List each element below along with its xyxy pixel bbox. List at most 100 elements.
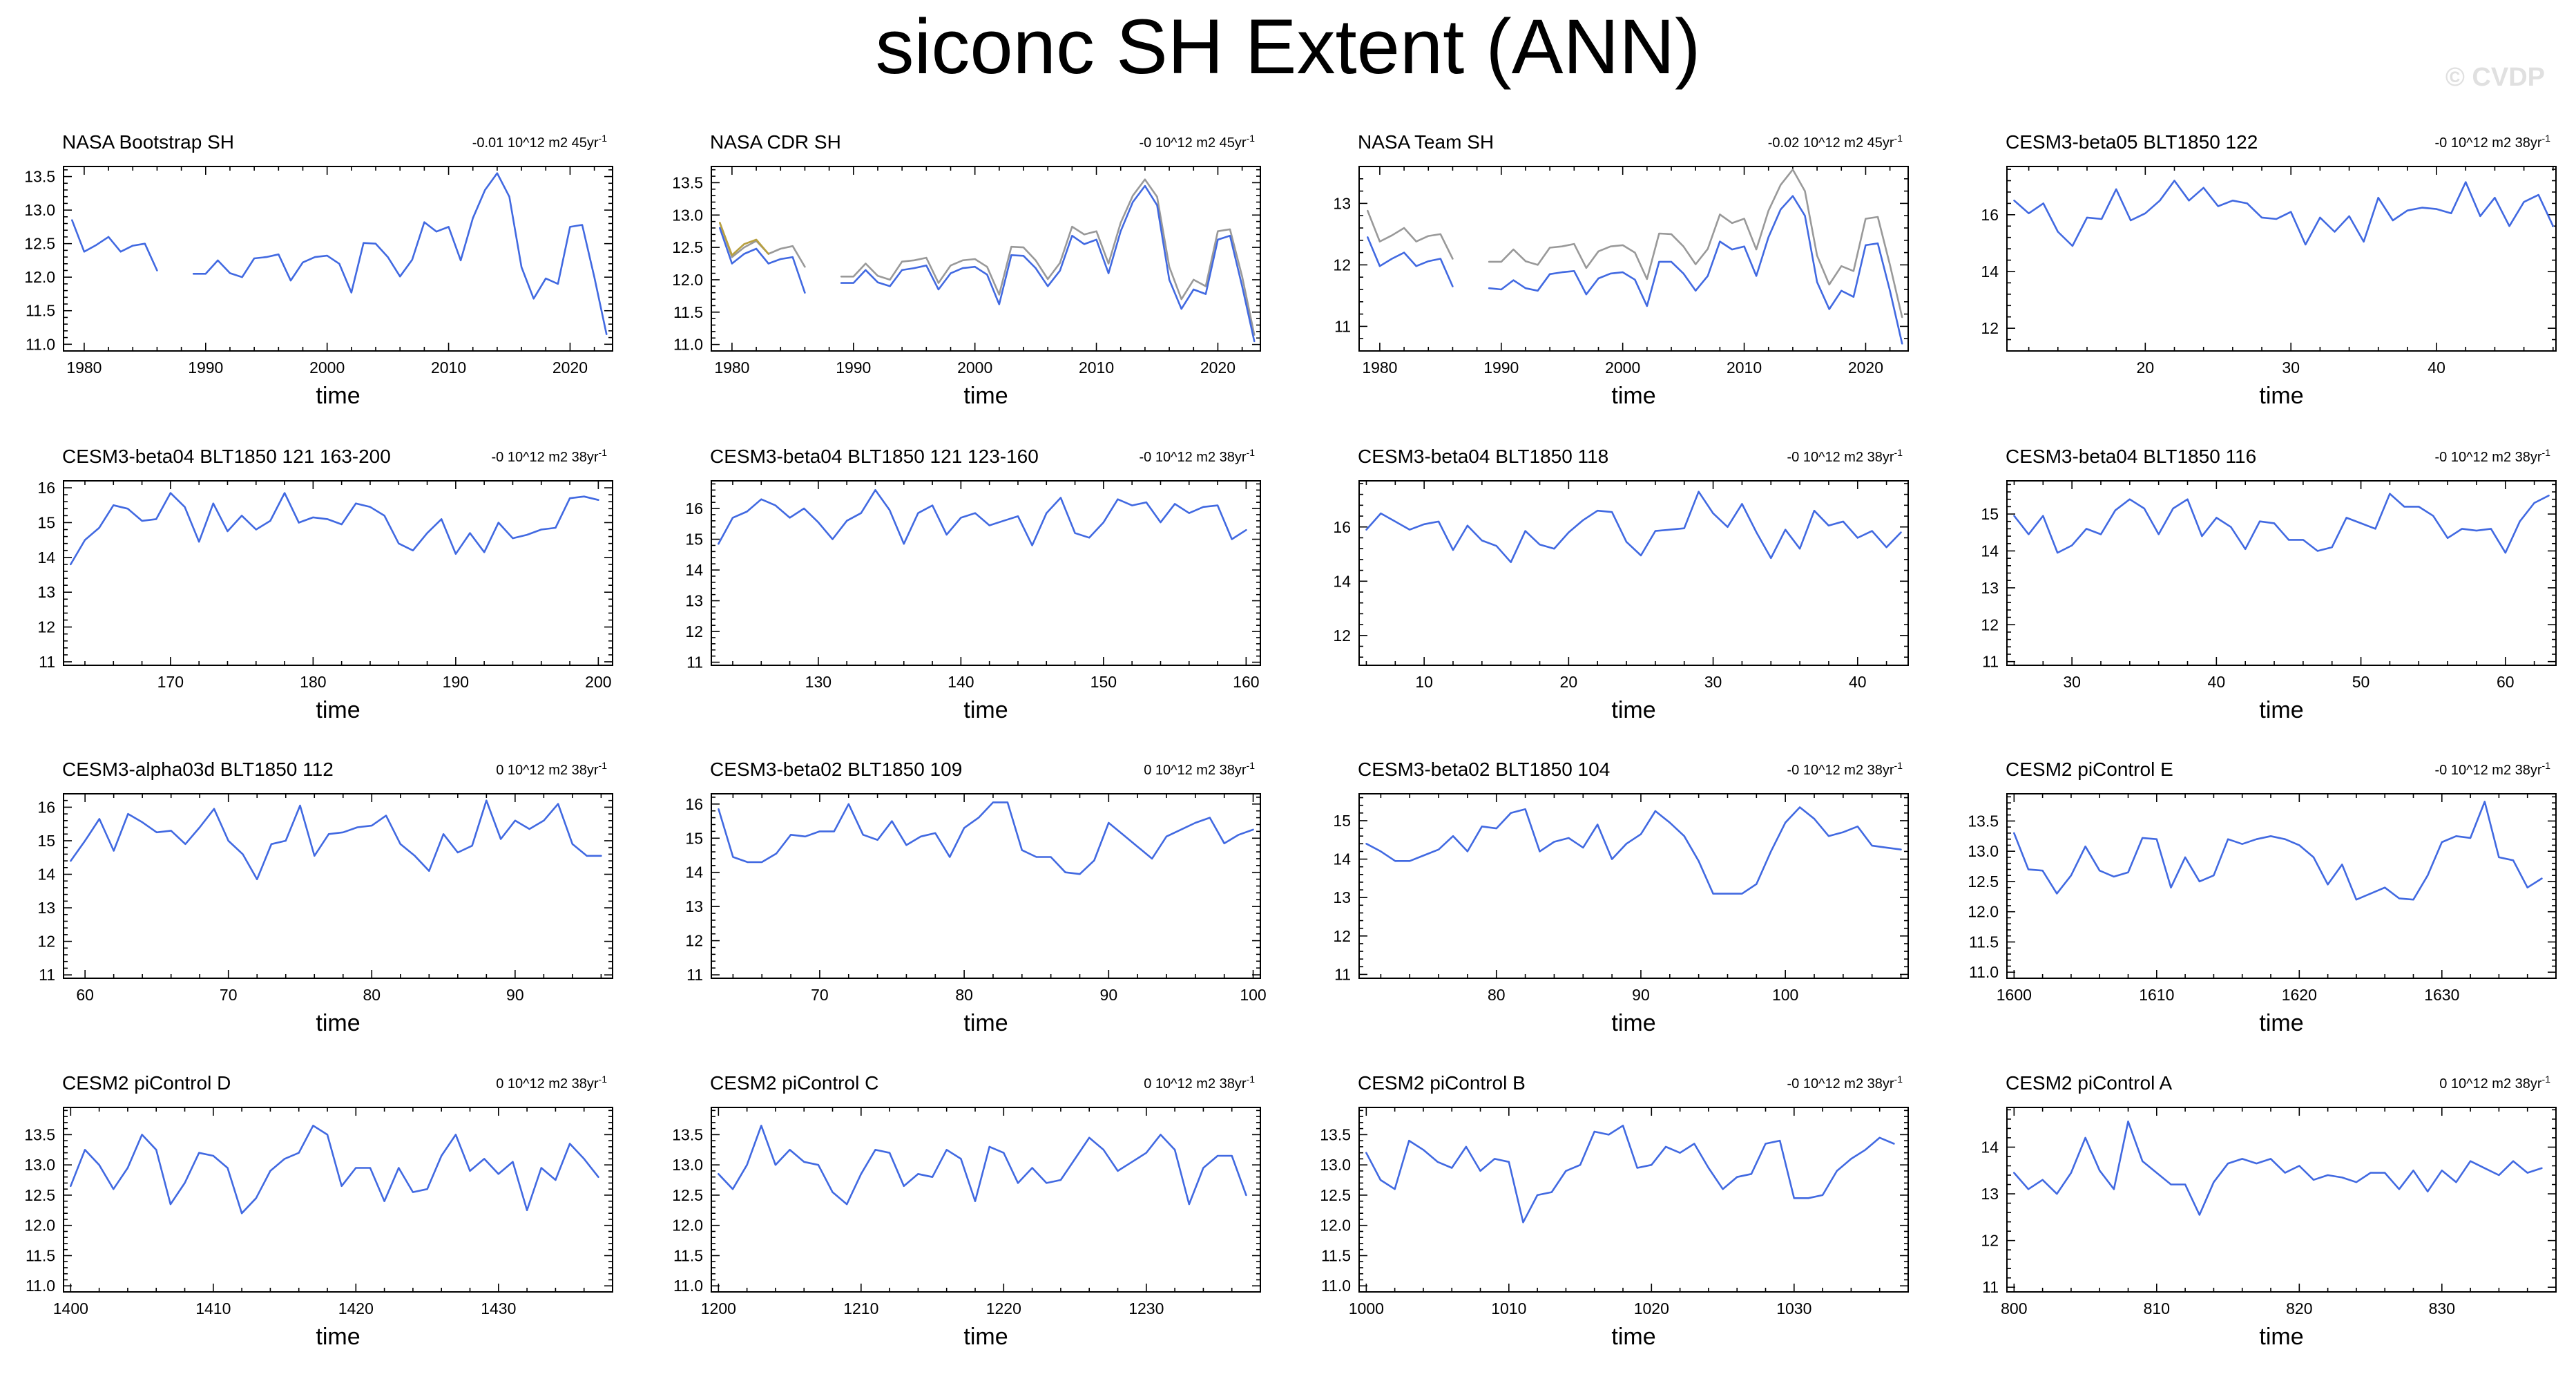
panel-16: CESM2 piControl A 0 10^12 m2 38yr-1 800 810… <box>1981 1072 2557 1350</box>
trend-label: -0 10^12 m2 38yr-1 <box>2435 760 2551 778</box>
plot-frame <box>711 166 1261 352</box>
x-tick-label: 1230 <box>1128 1299 1164 1317</box>
panel-title: NASA Bootstrap SH <box>62 131 234 153</box>
series-line-2 <box>719 222 769 256</box>
x-axis-label: time <box>316 383 360 409</box>
y-tick-label: 14 <box>685 864 703 882</box>
trend-label: -0.01 10^12 m2 45yr-1 <box>472 133 607 151</box>
panel-title: CESM2 piControl C <box>710 1072 878 1094</box>
panel-title: CESM2 piControl E <box>2006 759 2173 780</box>
plot-frame <box>1358 1107 1909 1293</box>
trend-label: 0 10^12 m2 38yr-1 <box>1144 1074 1255 1092</box>
x-axis-label: time <box>1611 1010 1655 1036</box>
x-tick-label: 30 <box>2063 673 2081 691</box>
panel-2: NASA CDR SH -0 10^12 m2 45yr-1 1980 1990 200… <box>672 131 1261 409</box>
panel-grid: NASA Bootstrap SH -0.01 10^12 m2 45yr-1 19… <box>24 131 2557 1350</box>
x-tick-label: 80 <box>955 986 973 1004</box>
series-line-1 <box>1365 491 1902 564</box>
x-tick-label: 1980 <box>66 359 102 377</box>
trend-label: 0 10^12 m2 38yr-1 <box>2439 1074 2550 1092</box>
y-tick-label: 15 <box>685 829 703 847</box>
x-axis-label: time <box>1611 1324 1655 1350</box>
x-tick-label: 1220 <box>986 1299 1021 1317</box>
x-axis-label: time <box>316 1324 360 1350</box>
y-tick-label: 11.0 <box>1969 963 1999 981</box>
panel-title: CESM3-beta04 BLT1850 121 163-200 <box>62 446 391 467</box>
x-tick-label: 1600 <box>1997 986 2032 1004</box>
panel-title: CESM3-beta04 BLT1850 116 <box>2006 446 2256 467</box>
panel-15: CESM2 piControl B -0 10^12 m2 38yr-1 1000 1… <box>1320 1072 1909 1350</box>
x-tick-label: 1980 <box>1362 359 1397 377</box>
y-tick-label: 12.5 <box>672 1186 703 1204</box>
y-tick-label: 11.0 <box>673 336 703 354</box>
x-axis-label: time <box>963 1324 1008 1350</box>
series-line-1 <box>719 178 1256 336</box>
x-tick-label: 830 <box>2429 1299 2455 1317</box>
plot-frame <box>63 480 613 666</box>
x-axis-label: time <box>963 1010 1008 1036</box>
y-tick-label: 14 <box>37 549 55 567</box>
panel-title: CESM2 piControl D <box>62 1072 231 1094</box>
series-line-1 <box>71 172 608 335</box>
x-tick-label: 170 <box>157 673 184 691</box>
x-tick-label: 50 <box>2352 673 2370 691</box>
panel-title: CESM3-alpha03d BLT1850 112 <box>62 759 334 780</box>
y-tick-label: 16 <box>685 795 703 813</box>
panel-title: CESM2 piControl A <box>2006 1072 2173 1094</box>
x-tick-label: 1990 <box>1483 359 1519 377</box>
panel-title: CESM3-beta04 BLT1850 118 <box>1358 446 1608 467</box>
y-tick-label: 13.0 <box>1968 842 1999 860</box>
x-tick-label: 2000 <box>309 359 345 377</box>
plot-frame <box>2006 480 2557 666</box>
panel-1: NASA Bootstrap SH -0.01 10^12 m2 45yr-1 19… <box>24 131 613 409</box>
trend-label: -0.02 10^12 m2 45yr-1 <box>1768 133 1903 151</box>
x-tick-label: 1430 <box>481 1299 516 1317</box>
y-tick-label: 11 <box>39 653 55 671</box>
y-tick-label: 11.0 <box>26 1277 55 1295</box>
y-tick-label: 15 <box>685 531 703 549</box>
x-tick-label: 90 <box>506 986 524 1004</box>
y-tick-label: 12.5 <box>24 235 55 253</box>
x-axis-label: time <box>963 697 1008 723</box>
x-tick-label: 130 <box>805 673 832 691</box>
y-tick-label: 14 <box>37 866 55 884</box>
plot-frame <box>711 480 1261 666</box>
series-line-1 <box>1367 169 1903 318</box>
y-tick-label: 14 <box>1981 263 1999 280</box>
series-line-1 <box>718 489 1247 546</box>
x-tick-label: 1990 <box>188 359 223 377</box>
x-tick-label: 1200 <box>701 1299 736 1317</box>
y-tick-label: 12.0 <box>24 268 55 286</box>
x-tick-label: 2020 <box>1200 359 1236 377</box>
y-tick-label: 12 <box>685 622 703 640</box>
panel-title: NASA CDR SH <box>710 131 841 153</box>
y-tick-label: 15 <box>1333 812 1351 830</box>
x-axis-label: time <box>2259 1324 2303 1350</box>
x-axis-label: time <box>316 697 360 723</box>
x-tick-label: 90 <box>1100 986 1118 1004</box>
y-tick-label: 13 <box>37 583 55 601</box>
y-tick-label: 14 <box>1981 542 1999 560</box>
x-tick-label: 40 <box>1849 673 1867 691</box>
x-tick-label: 60 <box>76 986 94 1004</box>
x-axis-label: time <box>2259 383 2303 409</box>
x-tick-label: 90 <box>1632 986 1650 1004</box>
x-tick-label: 20 <box>1560 673 1578 691</box>
panel-10: CESM3-beta02 BLT1850 109 0 10^12 m2 38yr-… <box>685 759 1266 1036</box>
series-line-1 <box>718 801 1254 875</box>
x-axis-label: time <box>2259 697 2303 723</box>
y-tick-label: 13 <box>685 897 703 915</box>
y-tick-label: 13 <box>1981 579 1999 597</box>
series-line-1 <box>70 492 599 566</box>
trend-label: -0 10^12 m2 45yr-1 <box>1140 133 1256 151</box>
plot-frame <box>1358 166 1909 352</box>
y-tick-label: 12 <box>1333 927 1351 945</box>
y-tick-label: 13 <box>1981 1185 1999 1203</box>
plot-frame <box>2006 1107 2557 1293</box>
y-tick-label: 13.0 <box>1320 1156 1351 1174</box>
x-tick-label: 800 <box>2001 1299 2027 1317</box>
x-tick-label: 2010 <box>1727 359 1762 377</box>
y-tick-label: 13.5 <box>672 173 703 191</box>
trend-label: 0 10^12 m2 38yr-1 <box>1144 760 1255 778</box>
y-tick-label: 13.0 <box>24 1156 55 1174</box>
